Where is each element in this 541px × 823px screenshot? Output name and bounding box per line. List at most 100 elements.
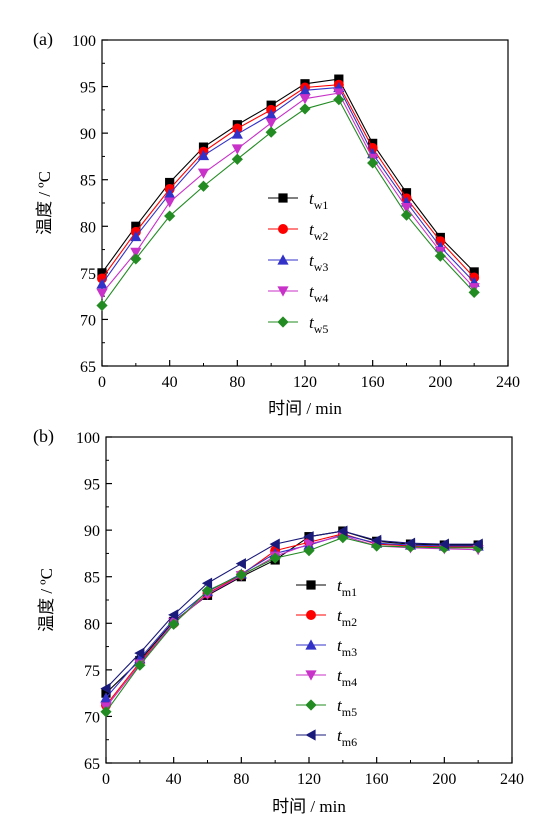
legend-label-base: t [309,220,315,239]
legend-marker [278,224,288,234]
legend-label-subscript: w2 [314,229,329,243]
x-tick-label: 80 [229,374,245,391]
x-tick-label: 0 [102,771,110,788]
panel-label: (a) [33,29,53,50]
data-point-w3 [197,149,210,161]
y-tick-label: 100 [76,430,100,447]
legend-marker [277,286,289,297]
legend-entry-w3: tw3 [268,251,328,274]
series-m4 [100,531,484,713]
data-point-m6 [371,534,382,546]
series-line-w1 [101,78,475,274]
data-point-w5 [265,126,277,138]
legend-label-subscript: m3 [342,645,357,659]
legend-entry-m5: tm5 [296,696,357,719]
data-point-w5 [367,157,379,169]
data-point-m6 [134,647,145,659]
legend-label-subscript: m2 [342,615,357,629]
data-point-w1 [469,267,479,277]
series-m1 [101,526,483,698]
legend-label-base: t [337,606,343,625]
series-line-w3 [101,86,475,285]
data-point-w4 [265,118,277,129]
data-point-m6 [337,525,348,537]
data-point-w3 [299,84,311,95]
legend-label: tw3 [309,251,328,274]
data-point-m5 [472,542,484,554]
data-point-w5 [231,153,243,165]
legend-marker [277,316,289,328]
legend-label-base: t [337,666,343,685]
data-point-w3 [265,108,277,120]
y-tick-label: 90 [80,126,96,143]
legend-label-subscript: m4 [342,675,357,689]
data-point-w5 [164,210,176,222]
legend-entry-w2: tw2 [268,220,328,243]
legend-entry-m4: tm4 [296,666,357,689]
x-tick-label: 120 [297,771,321,788]
x-axis-title: 时间 / min [268,399,342,418]
legend-entry-w1: tw1 [268,189,328,212]
data-point-w4 [400,203,413,214]
data-point-w4 [197,168,210,179]
data-point-m5 [168,618,180,630]
data-point-w5 [197,180,210,192]
y-tick-label: 75 [80,266,96,283]
legend-label-subscript: m5 [342,705,357,719]
data-point-m5 [438,542,450,554]
legend-label: tm4 [337,666,357,689]
data-point-m5 [371,540,383,552]
series-line-w5 [101,98,475,306]
legend-marker [305,670,317,681]
y-tick-label: 70 [80,312,96,329]
data-point-w5 [96,299,108,312]
data-point-m6 [438,538,449,550]
legend-entry-m2: tm2 [296,606,357,629]
data-point-w1 [97,268,107,278]
data-point-m4 [303,539,315,550]
data-point-w5 [299,103,311,115]
legend-entry-w5: tw5 [268,313,328,336]
y-axis-title: 温度 / ºC [35,171,54,235]
legend-label-subscript: w5 [314,322,329,336]
y-axis-title: 温度 / ºC [37,568,56,632]
legend-marker [305,639,317,650]
x-tick-label: 200 [432,771,456,788]
series-line-m6 [105,530,479,689]
data-point-w5 [400,209,413,221]
x-tick-label: 120 [293,374,317,391]
data-point-m5 [201,585,214,597]
legend-entry-w4: tw4 [268,282,328,305]
y-tick-label: 95 [80,80,96,97]
data-point-w4 [96,288,108,299]
legend-label-base: t [309,189,315,208]
legend-label-base: t [309,313,315,332]
y-tick-label: 65 [84,756,100,773]
data-point-m6 [100,682,111,695]
series-line-m3 [105,534,479,699]
data-point-m6 [303,531,314,543]
legend-label: tw1 [309,189,328,212]
series-w5 [96,94,480,312]
x-tick-label: 240 [496,374,520,391]
legend-label-base: t [309,251,315,270]
y-tick-label: 70 [84,709,100,726]
legend-label-base: t [309,282,315,301]
data-point-w3 [130,230,142,242]
data-point-m6 [269,538,280,550]
series-line-m2 [105,533,479,706]
data-point-m5 [303,545,315,557]
data-point-w1 [334,74,344,84]
data-point-w5 [130,253,142,265]
legend-marker [306,580,316,590]
legend-label-base: t [337,726,343,745]
data-point-m5 [337,531,349,544]
legend-label: tm5 [337,696,357,719]
series-w3 [96,81,480,289]
data-point-w1 [165,177,175,188]
legend-entry-m1: tm1 [296,576,357,599]
data-point-w4 [130,247,142,258]
x-tick-label: 80 [233,771,249,788]
x-tick-label: 160 [365,771,389,788]
